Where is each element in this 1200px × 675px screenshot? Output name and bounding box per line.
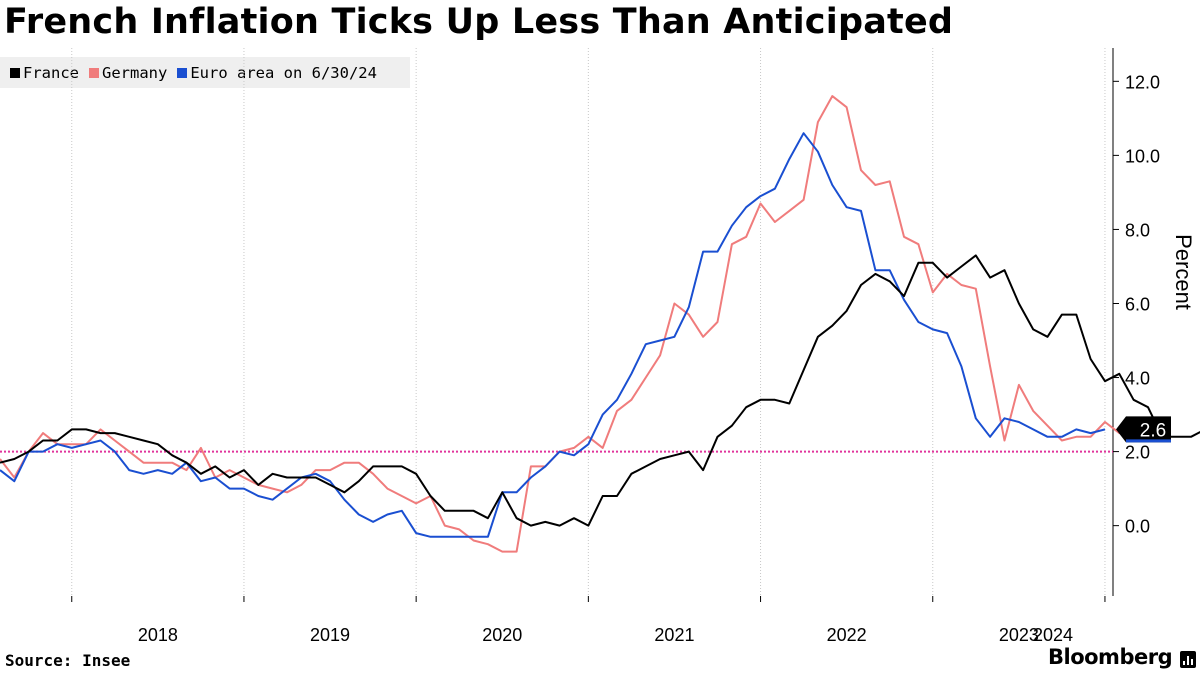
- last-value-badge: [1116, 416, 1171, 443]
- legend-swatch-euro-area: [177, 67, 188, 78]
- bloomberg-terminal-icon: [1180, 651, 1196, 668]
- last-value-badge-underline: [1126, 439, 1171, 443]
- legend-swatch-germany: [89, 67, 99, 78]
- legend-label-germany: Germany: [102, 63, 168, 82]
- series-line-france: [0, 254, 1200, 527]
- y-tick-label-6: 12.0: [1125, 72, 1160, 92]
- x-tick-label-2019: 2019: [310, 625, 350, 645]
- x-tick-label-2023: 2023: [999, 625, 1039, 645]
- x-tick-label-2022: 2022: [827, 625, 867, 645]
- y-tick-label-5: 10.0: [1125, 146, 1160, 166]
- x-tick-label-2021: 2021: [654, 625, 694, 645]
- legend-swatch-france: [10, 67, 20, 78]
- y-tick-label-0: 0.0: [1125, 517, 1150, 537]
- brand-logo: Bloomberg: [1048, 645, 1173, 669]
- y-axis-label: Percent: [1171, 234, 1196, 310]
- legend-label-france: France: [23, 63, 79, 82]
- legend-item-germany: Germany: [89, 64, 167, 82]
- legend-label-euro-area: Euro area on 6/30/24: [190, 63, 377, 82]
- y-tick-label-1: 2.0: [1125, 443, 1150, 463]
- last-value-label: 2.6: [1140, 420, 1166, 441]
- x-tick-label-2024: 2024: [1033, 625, 1073, 645]
- source-note: Source: Insee: [5, 651, 131, 670]
- series-line-euro-area: [0, 132, 1106, 538]
- x-tick-label-2018: 2018: [138, 625, 178, 645]
- legend-item-france: France: [10, 64, 79, 82]
- y-tick-label-4: 8.0: [1125, 220, 1150, 240]
- y-tick-label-2: 4.0: [1125, 369, 1150, 389]
- series-line-germany: [0, 95, 1134, 553]
- y-tick-label-3: 6.0: [1125, 294, 1150, 314]
- x-tick-label-2020: 2020: [482, 625, 522, 645]
- legend: France Germany Euro area on 6/30/24: [0, 57, 410, 88]
- legend-item-euro-area: Euro area on 6/30/24: [177, 64, 377, 82]
- chart-title: French Inflation Ticks Up Less Than Anti…: [4, 2, 954, 42]
